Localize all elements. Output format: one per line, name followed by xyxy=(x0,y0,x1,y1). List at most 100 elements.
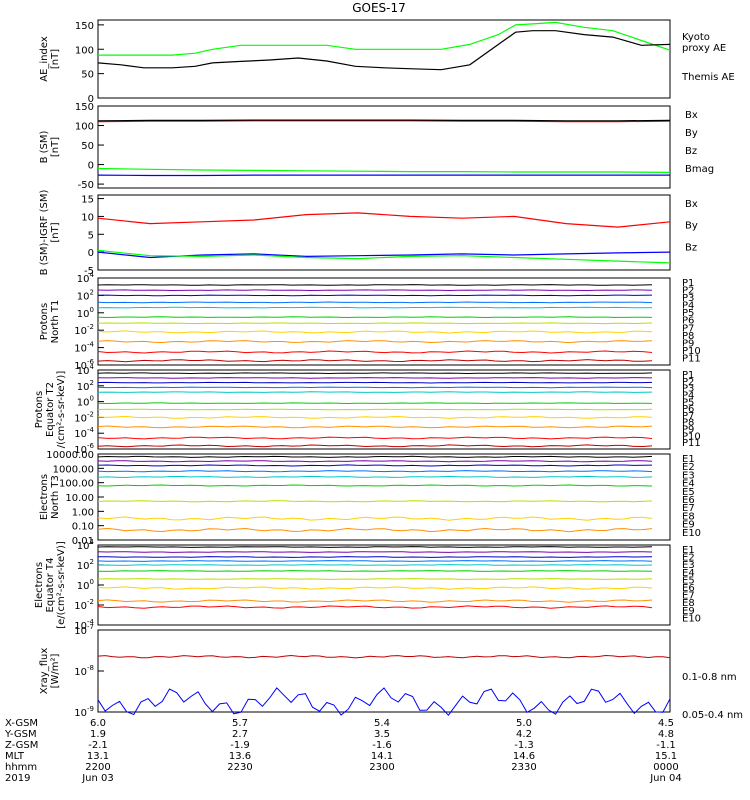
legend-bdiff-bx: Bx xyxy=(685,199,698,210)
legend-proxy-ae: proxy AE xyxy=(682,43,726,54)
orbit-value: 0000 xyxy=(653,762,678,773)
p_t2-ylabel: Equator T2 xyxy=(45,382,56,437)
legend-p_t1-p11: P11 xyxy=(682,353,701,364)
p_t2-series-P9 xyxy=(97,425,653,429)
ae-ytick-label: 50 xyxy=(81,70,94,81)
legend-p_t2-p7: P7 xyxy=(682,411,694,422)
e_t3-series-E5 xyxy=(97,475,653,479)
orbit-label: Y-GSM xyxy=(4,729,37,740)
legend-p_t2-p4: P4 xyxy=(682,390,694,401)
legend-e_t3-e3: E3 xyxy=(682,470,695,481)
panel-bdiff: -5 0 5 10 15 B (SM)-IGRF (SM) [nT] Bx By Bz xyxy=(39,190,698,277)
bsm-series-bmag xyxy=(97,119,671,122)
legend-p_t1-p5: P5 xyxy=(682,308,694,319)
xray-ylabel: Xray_flux xyxy=(39,648,50,695)
e_t4-series-E6 xyxy=(97,570,653,572)
ae-series-kyoto-proxy-ae xyxy=(98,21,671,56)
legend-p_t2-p5: P5 xyxy=(682,397,694,408)
panel-e_t3: 0.01 0.10 1.00 10.00 100.00 1000.00 10000.00 El… xyxy=(39,450,701,547)
e_t4-series-E10 xyxy=(97,605,653,609)
p_t2-ylabel: /(cm²-s-sr-keV)] xyxy=(56,371,67,449)
legend-e_t4-e5: E5 xyxy=(682,575,695,586)
xray-frame xyxy=(97,629,671,713)
orbit-label: X-GSM xyxy=(5,718,38,729)
orbit-table: X-GSM 6.0 5.7 5.4 5.0 4.5 Y-GSM 1.9 2.7 3.5 4.2 4.8… xyxy=(4,718,682,784)
legend-e_t3-e8: E8 xyxy=(682,511,695,522)
e_t4-series-E8 xyxy=(97,586,653,590)
p_t2-ytick-label: 102 xyxy=(77,379,94,393)
legend-themis-ae: Themis AE xyxy=(681,72,735,83)
p_t1-series-P2 xyxy=(97,289,653,292)
bdiff-ytick-label: 10 xyxy=(81,212,94,223)
legend-e_t4-e7: E7 xyxy=(682,591,695,602)
ae-series-themis-ae xyxy=(97,30,671,71)
e_t3-ytick-label: 10000.00 xyxy=(46,450,94,461)
p_t2-ytick-label: 10-4 xyxy=(74,426,94,440)
bdiff-series-bz xyxy=(97,212,671,228)
bsm-frame xyxy=(97,105,671,189)
legend-bsm-bz: Bz xyxy=(685,146,697,157)
legend-e_t4-e2: E2 xyxy=(682,553,695,564)
p_t1-ylabel: North T1 xyxy=(50,300,61,344)
legend-bdiff-by: By xyxy=(685,221,698,232)
e_t4-series-E4 xyxy=(97,560,653,562)
legend-bdiff-bz: Bz xyxy=(685,242,697,253)
e_t4-series-E3 xyxy=(97,556,653,558)
bsm-ytick-label: 0 xyxy=(88,161,94,172)
orbit-value: 1.9 xyxy=(90,729,106,740)
e_t4-ylabel: Electrons xyxy=(34,562,45,608)
orbit-value: 4.8 xyxy=(658,729,674,740)
legend-e_t3-e6: E6 xyxy=(682,495,695,506)
legend-p_t2-p10: P10 xyxy=(682,431,701,442)
p_t1-series-P8 xyxy=(97,330,653,334)
orbit-value: 14.1 xyxy=(371,751,393,762)
orbit-value: 6.0 xyxy=(90,718,106,729)
orbit-value: 2330 xyxy=(511,762,536,773)
e_t3-series-E9 xyxy=(97,527,653,533)
legend-e_t3-e9: E9 xyxy=(682,520,695,531)
orbit-value: 13.6 xyxy=(229,751,251,762)
bsm-series-by xyxy=(97,167,671,173)
bsm-ylabel: B (SM) xyxy=(39,130,50,163)
bdiff-ytick-label: 5 xyxy=(88,230,94,241)
legend-p_t1-p7: P7 xyxy=(682,323,694,334)
legend-e_t3-e7: E7 xyxy=(682,503,695,514)
legend-bsm-bmag: Bmag xyxy=(685,164,714,175)
bsm-ylabel: [nT] xyxy=(50,137,61,157)
legend-p_t2-p1: P1 xyxy=(682,370,694,381)
e_t3-ylabel: Electrons xyxy=(39,474,50,520)
legend-e_t3-e2: E2 xyxy=(682,462,695,473)
orbit-label: Z-GSM xyxy=(5,740,38,751)
e_t4-series-E2 xyxy=(97,551,653,553)
p_t2-series-P8 xyxy=(97,415,653,419)
p_t1-series-P11 xyxy=(97,359,653,363)
panel-bsm: -50 0 50 100 150 B (SM) [nT] Bx By Bz Bmag xyxy=(39,102,714,191)
e_t3-ylabel: North T3 xyxy=(50,475,61,519)
p_t2-series-P7 xyxy=(97,408,653,411)
e_t4-ylabel: [e/(cm²-s-sr-keV)] xyxy=(56,541,67,629)
legend-p_t1-p3: P3 xyxy=(682,293,694,304)
xray-series-0-05-0-4-nm xyxy=(97,687,671,716)
legend-e_t4-e1: E1 xyxy=(682,545,695,556)
legend-e_t4-e10: E10 xyxy=(682,613,701,624)
p_t2-series-P3 xyxy=(97,381,653,384)
legend-e_t4-e4: E4 xyxy=(682,568,695,579)
orbit-value: 2230 xyxy=(227,762,252,773)
p_t1-series-P7 xyxy=(97,322,653,325)
bsm-ytick-label: 100 xyxy=(75,122,94,133)
e_t4-ytick-label: 102 xyxy=(77,558,94,572)
orbit-value: 14.6 xyxy=(513,751,535,762)
bdiff-ylabel: B (SM)-IGRF (SM) xyxy=(39,190,50,276)
e_t3-ytick-label: 1000.00 xyxy=(53,464,94,475)
p_t2-ylabel: Protons xyxy=(34,391,45,428)
bdiff-series-by xyxy=(97,249,671,264)
ae-ytick-label: 0 xyxy=(88,94,94,105)
ae-ytick-label: 100 xyxy=(75,45,94,56)
bsm-ytick-label: 150 xyxy=(75,102,94,113)
legend-e_t3-e5: E5 xyxy=(682,487,695,498)
orbit-value: 3.5 xyxy=(374,729,390,740)
